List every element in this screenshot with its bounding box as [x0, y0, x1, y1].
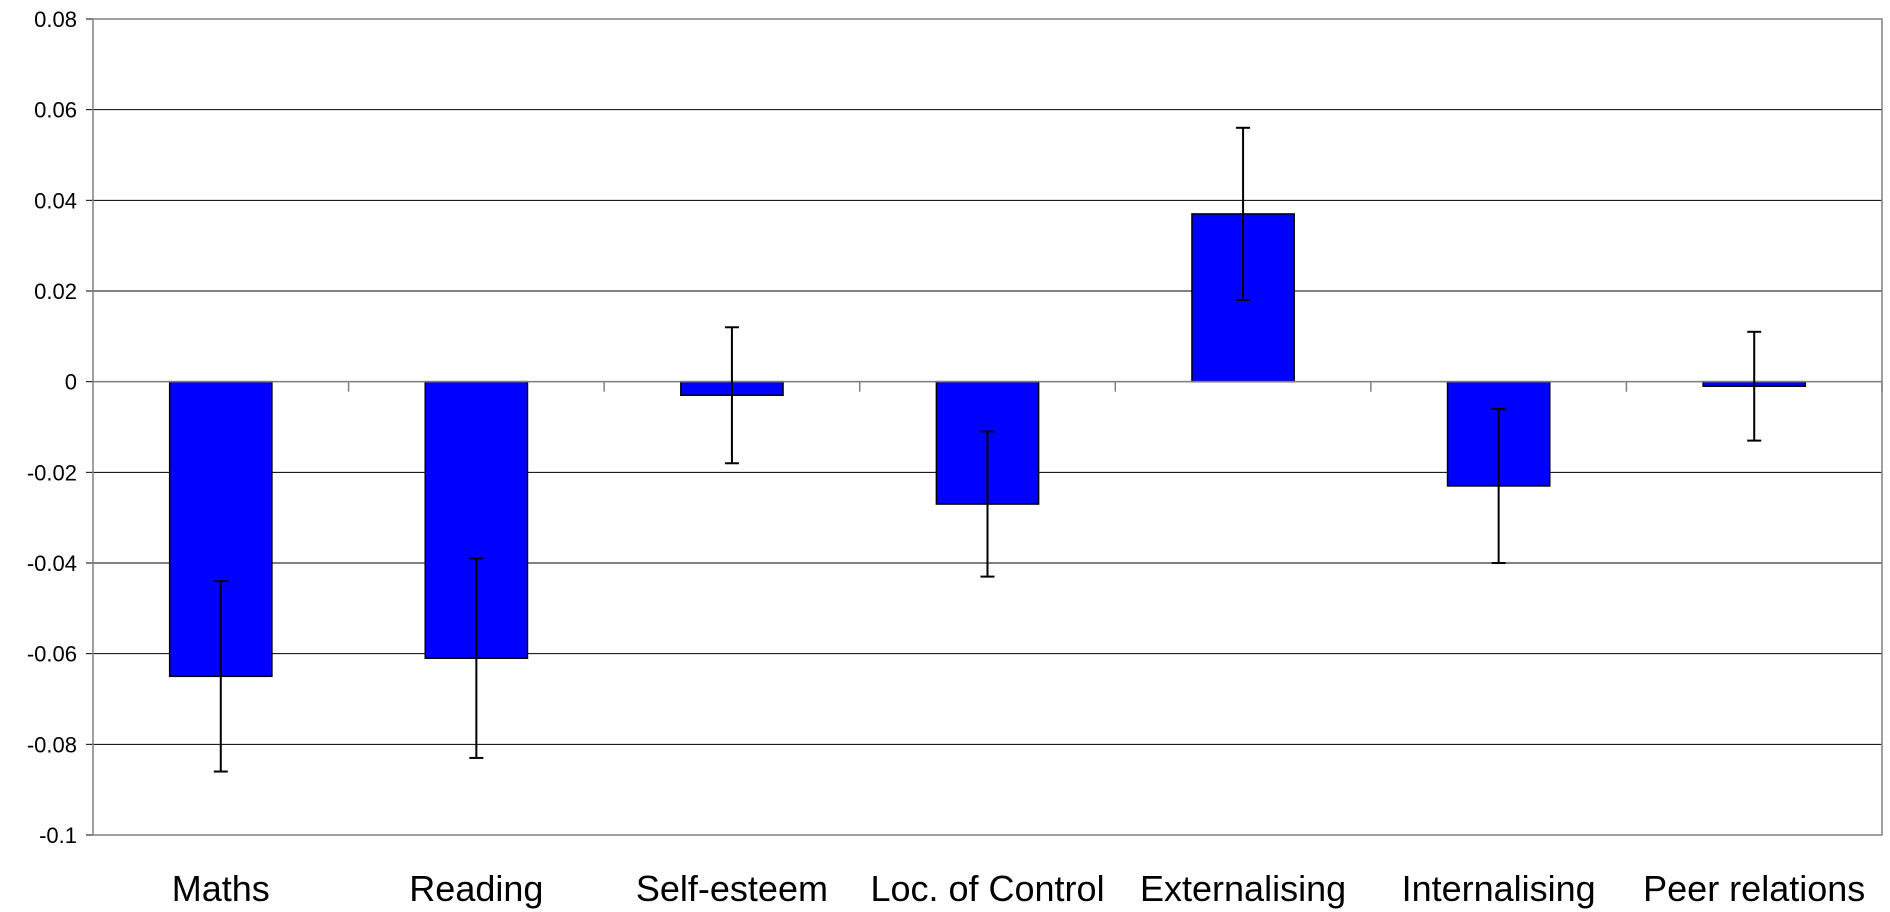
x-tick-label: Internalising [1402, 868, 1596, 909]
error-bar [469, 557, 484, 759]
error-bar [1491, 407, 1506, 564]
x-tick-label: Peer relations [1643, 868, 1865, 909]
y-tick-label: 0.06 [34, 98, 77, 123]
y-tick-label: -0.08 [27, 732, 77, 757]
x-tick-label: Reading [409, 868, 543, 909]
error-bar [980, 430, 995, 578]
y-tick-label: 0 [65, 370, 77, 395]
error-bar [724, 326, 739, 465]
y-tick-label: -0.06 [27, 642, 77, 667]
x-axis-tick-labels: Maths Reading Self-esteem Loc. of Control Ex… [172, 868, 1866, 909]
x-tick-label: Loc. of Control [870, 868, 1104, 909]
y-tick-label: -0.1 [39, 823, 77, 848]
y-tick-label: -0.02 [27, 460, 77, 485]
plot-area-border [92, 18, 1883, 836]
error-bar [1747, 330, 1762, 442]
y-tick-label: 0.02 [34, 279, 77, 304]
y-tick-label: -0.04 [27, 551, 77, 576]
x-tick-label: Self-esteem [636, 868, 828, 909]
y-tick-label: 0.08 [34, 7, 77, 32]
error-bars [213, 126, 1762, 773]
error-bar [1236, 126, 1251, 302]
y-axis-tick-labels: 0.08 0.06 0.04 0.02 0 -0.02 -0.04 -0.06 -0.08 -0.… [27, 7, 77, 848]
x-tick-label: Maths [172, 868, 270, 909]
x-tick-label: Externalising [1140, 868, 1346, 909]
error-bar [213, 580, 228, 773]
y-tick-label: 0.04 [34, 188, 77, 213]
